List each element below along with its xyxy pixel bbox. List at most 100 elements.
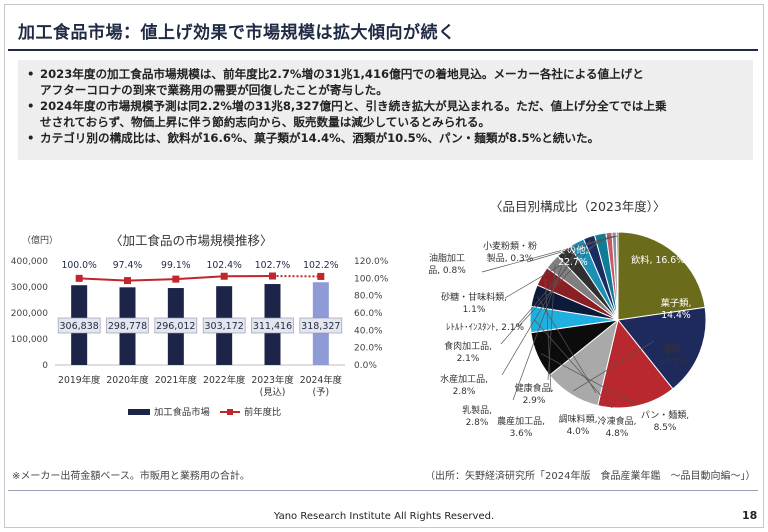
pie-label: 農産加工品, 3.6%: [497, 415, 545, 439]
x-category-label: 2024年度(予): [300, 374, 342, 398]
pie-leader-line: [526, 235, 618, 263]
bar-value-box: [154, 317, 198, 334]
yoy-marker: [75, 274, 83, 282]
y2-tick-label: 120.0%: [354, 257, 389, 267]
pie-label: 酒類, 10.5%: [659, 344, 688, 367]
pie-label: パン・麺類, 8.5%: [641, 409, 689, 433]
yoy-marker: [317, 272, 325, 280]
x-category-label: 2019年度: [58, 374, 100, 386]
pie-label: 冷凍食品, 4.8%: [598, 415, 637, 439]
y-tick-label: 300,000: [11, 283, 48, 293]
pie-label: 砂糖・甘味料類, 1.1%: [441, 291, 507, 315]
yoy-label: 102.4%: [206, 260, 242, 271]
footer-rule: [8, 490, 758, 491]
x-category-label: 2020年度: [106, 374, 148, 386]
bar-value-label: 298,778: [108, 321, 147, 332]
yoy-marker: [220, 272, 228, 280]
yoy-label: 99.1%: [161, 260, 191, 271]
y2-tick-label: 40.0%: [354, 326, 383, 336]
pie-label: 飲料, 16.6%: [631, 254, 685, 266]
y2-tick-label: 0.0%: [354, 361, 377, 371]
pie-label: 食肉加工品, 2.1%: [444, 340, 492, 364]
bar-value-label: 318,327: [301, 321, 340, 332]
yoy-label: 102.7%: [255, 260, 291, 271]
y-tick-label: 400,000: [11, 257, 48, 267]
pie-slice: [615, 231, 619, 321]
legend-bar-swatch: [128, 409, 150, 415]
pie-label: 菓子類, 14.4%: [661, 297, 692, 321]
bar-value-box: [251, 317, 294, 334]
pie-leader-line: [504, 236, 610, 299]
pie-chart-subtitle: 〈品目別構成比（2023年度）〉: [490, 199, 666, 214]
pie-leader-line: [540, 353, 638, 406]
legend-line-marker: [227, 409, 233, 415]
bullet-1: 2023年度の加工食品市場規模は、前年度比2.7%増の31兆1,416億円での着…: [27, 66, 743, 98]
bullet-1-line-2: アフターコロナの到来で業務用の需要が回復したことが寄与した。: [40, 83, 388, 97]
y-axis-unit: （億円）: [22, 234, 58, 246]
yoy-marker: [269, 272, 276, 280]
y-tick-label: 100,000: [11, 335, 48, 345]
yoy-marker: [172, 275, 180, 283]
bar-value-label: 303,172: [205, 321, 244, 332]
pie-leader-line: [500, 240, 591, 345]
bar-value-label: 311,416: [253, 321, 292, 332]
bar-value-label: 296,012: [156, 321, 195, 332]
pie-slice: [597, 318, 674, 409]
pie-label: 調味料類, 4.0%: [559, 413, 598, 437]
pie-label: 小麦粉類・粉製品, 0.3%: [483, 240, 537, 264]
summary-box: 2023年度の加工食品市場規模は、前年度比2.7%増の31兆1,416億円での着…: [18, 60, 753, 160]
yoy-line-segment: [79, 277, 128, 282]
pie-leader-line: [547, 264, 556, 381]
yoy-line-segment: [127, 278, 176, 282]
footnote: ※メーカー出荷金額ベース。市販用と業務用の合計。: [12, 471, 250, 482]
legend-bar-label: 加工食品市場: [154, 406, 210, 418]
bullet-3: カテゴリ別の構成比は、飲料が16.6%、菓子類が14.4%、酒類が10.5%、パ…: [27, 130, 743, 146]
bar-value-box: [202, 317, 246, 334]
x-category-label: 2023年度(見込): [251, 374, 293, 398]
pie-label: 乳製品, 2.8%: [462, 404, 492, 428]
bar-value-label: 306,838: [60, 321, 99, 332]
yoy-marker: [124, 277, 131, 285]
y2-tick-label: 60.0%: [354, 309, 383, 319]
pie-label: ﾚﾄﾙﾄ･ｲﾝｽﾀﾝﾄ, 2.1%: [446, 322, 525, 333]
bullet-2-line-2: せされておらず、物価上昇に伴う節約志向から、販売数量は減少しているとみられる。: [40, 115, 491, 129]
pie-label: 水産加工品, 2.8%: [440, 373, 488, 397]
bullet-1-line-1: 2023年度の加工食品市場規模は、前年度比2.7%増の31兆1,416億円での着…: [40, 67, 644, 81]
pie-leader-line: [517, 237, 602, 328]
pie-label: 健康食品, 2.9%: [515, 382, 554, 406]
market-chart-subtitle: 〈加工食品の市場規模推移〉: [110, 233, 273, 248]
yoy-label: 102.2%: [303, 260, 339, 271]
pie-leader-line: [512, 253, 567, 401]
x-category-label: 2022年度: [203, 374, 245, 386]
page-title: 加工食品市場：値上げ効果で市場規模は拡大傾向が続く: [18, 23, 456, 43]
y2-tick-label: 80.0%: [354, 292, 383, 302]
y2-tick-label: 100.0%: [354, 274, 389, 284]
title-rule: [8, 49, 758, 51]
pie-label: 油脂加工品, 0.8%: [428, 252, 466, 276]
x-category-label: 2021年度: [155, 374, 197, 386]
copyright-footer: Yano Research Institute All Rights Reser…: [273, 511, 495, 522]
bar-value-box: [57, 317, 101, 334]
bullet-3-line-1: カテゴリ別の構成比は、飲料が16.6%、菓子類が14.4%、酒類が10.5%、パ…: [40, 131, 600, 145]
page-number: 18: [742, 509, 758, 522]
pie-leader-line: [573, 340, 655, 392]
pie-slice: [617, 231, 706, 321]
y-tick-label: 200,000: [11, 309, 48, 319]
y2-tick-label: 20.0%: [354, 344, 383, 354]
slide-frame: [4, 4, 764, 528]
bar-value-box: [106, 317, 149, 334]
bullet-2: 2024年度の市場規模予測は同2.2%増の31兆8,327億円と、引き続き拡大が…: [27, 98, 743, 130]
yoy-label: 97.4%: [113, 260, 143, 271]
pie-label: その他, 22.7%: [558, 244, 589, 268]
source-note: （出所：矢野経済研究所「2024年版 食品産業年鑑 ～品目動向編～」）: [425, 471, 756, 482]
legend-line-label: 前年度比: [244, 406, 281, 418]
bullet-2-line-1: 2024年度の市場規模予測は同2.2%増の31兆8,327億円と、引き続き拡大が…: [40, 99, 667, 113]
pie-leader-line: [501, 245, 579, 376]
pie-leader-line: [481, 235, 615, 273]
yoy-label: 100.0%: [61, 260, 97, 271]
yoy-line-segment: [175, 275, 225, 281]
pie-slice: [617, 306, 707, 390]
y-tick-label: 0: [42, 361, 48, 371]
bar-value-box: [299, 317, 343, 334]
